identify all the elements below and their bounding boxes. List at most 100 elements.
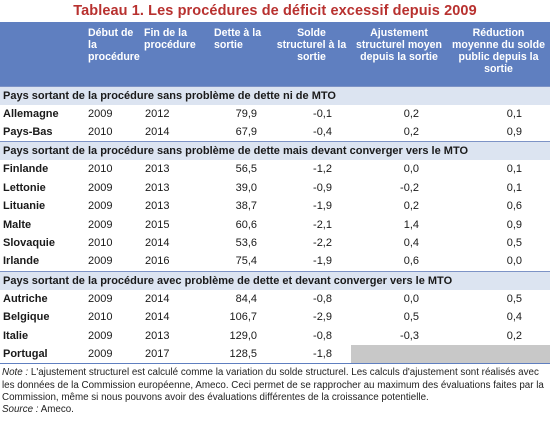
- country-name: Autriche: [3, 292, 48, 305]
- section-label: Pays sortant de la procédure sans problè…: [0, 141, 550, 161]
- edp-table: Début de la procédure Fin de la procédur…: [0, 22, 550, 365]
- cell-fin: 2014: [145, 311, 170, 324]
- cell-reduction: 0,1: [506, 163, 522, 176]
- cell-ajustement: -0,2: [400, 181, 419, 194]
- header-solde: Solde structurel à la sortie: [272, 22, 351, 86]
- table-row: Malte 2009 2015 60,6 -2,1 1,4 0,9: [0, 215, 550, 233]
- cell-solde: -2,9: [313, 311, 332, 324]
- cell-fin: 2015: [145, 218, 170, 231]
- cell-reduction: 0,2: [506, 329, 522, 342]
- table-note: Note : L'ajustement structurel est calcu…: [0, 367, 550, 417]
- cell-debut: 2010: [88, 126, 113, 139]
- country-name: Lituanie: [3, 200, 46, 213]
- country-name: Portugal: [0, 344, 86, 365]
- note-label: Note :: [2, 367, 29, 379]
- cell-fin: 2014: [145, 292, 170, 305]
- cell-ajustement: 0,2: [403, 107, 419, 120]
- cell-solde: -0,8: [313, 292, 332, 305]
- cell-reduction: 0,1: [506, 107, 522, 120]
- cell-solde: -0,9: [313, 181, 332, 194]
- table-row: Finlande 2010 2013 56,5 -1,2 0,0 0,1: [0, 160, 550, 178]
- table-row: Pays-Bas 2010 2014 67,9 -0,4 0,2 0,9: [0, 123, 550, 142]
- cell-reduction: 0,9: [506, 218, 522, 231]
- cell-solde: -0,1: [313, 107, 332, 120]
- cell-reduction: 0,0: [506, 255, 522, 268]
- section-row: Pays sortant de la procédure sans problè…: [0, 141, 550, 161]
- cell-reduction: 0,1: [506, 181, 522, 194]
- country-name: Allemagne: [3, 107, 59, 120]
- cell-dette: 53,6: [235, 237, 257, 250]
- header-debut: Début de la procédure: [86, 22, 142, 86]
- cell-dette: 84,4: [235, 292, 257, 305]
- cell-reduction: 0,6: [506, 200, 522, 213]
- source-text: Ameco.: [40, 404, 74, 416]
- section-label: Pays sortant de la procédure sans problè…: [0, 85, 550, 105]
- cell-fin: 2013: [145, 181, 170, 194]
- cell-fin: 2016: [145, 255, 170, 268]
- table-row: Lettonie 2009 2013 39,0 -0,9 -0,2 0,1: [0, 179, 550, 197]
- header-dette: Dette à la sortie: [200, 22, 272, 86]
- cell-dette: 39,0: [235, 181, 257, 194]
- table-row: Slovaquie 2010 2014 53,6 -2,2 0,4 0,5: [0, 234, 550, 252]
- cell-fin: 2014: [145, 237, 170, 250]
- note-text: L'ajustement structurel est calculé comm…: [2, 367, 544, 403]
- table-row: Lituanie 2009 2013 38,7 -1,9 0,2 0,6: [0, 197, 550, 215]
- cell-ajustement: 0,2: [403, 200, 419, 213]
- cell-dette: 60,6: [235, 218, 257, 231]
- cell-ajustement: 1,4: [403, 218, 419, 231]
- country-name: Malte: [3, 218, 32, 231]
- cell-fin: 2012: [145, 107, 170, 120]
- section-row: Pays sortant de la procédure sans problè…: [0, 85, 550, 105]
- cell-dette: 106,7: [229, 311, 257, 324]
- table-body: Pays sortant de la procédure sans problè…: [0, 85, 550, 365]
- cell-debut: 2010: [88, 163, 113, 176]
- cell-ajustement: 0,0: [403, 292, 419, 305]
- source-label: Source :: [2, 404, 39, 416]
- country-name: Irlande: [3, 255, 40, 268]
- cell-solde: -1,8: [272, 344, 351, 365]
- country-name: Italie: [3, 329, 29, 342]
- header-row: Début de la procédure Fin de la procédur…: [0, 22, 550, 86]
- cell-debut: 2009: [88, 200, 113, 213]
- cell-reduction: 0,4: [506, 311, 522, 324]
- cell-solde: -1,2: [313, 163, 332, 176]
- country-name: Belgique: [3, 311, 50, 324]
- section-row: Pays sortant de la procédure avec problè…: [0, 270, 550, 290]
- cell-fin: 2017: [142, 344, 200, 365]
- cell-debut: 2010: [88, 311, 113, 324]
- cell-fin: 2013: [145, 200, 170, 213]
- country-name: Lettonie: [3, 181, 46, 194]
- table-row: Autriche 2009 2014 84,4 -0,8 0,0 0,5: [0, 290, 550, 308]
- cell-dette: 129,0: [229, 329, 257, 342]
- header-country: [0, 22, 86, 86]
- cell-ajustement: 0,4: [403, 237, 419, 250]
- cell-dette: 128,5: [200, 344, 272, 365]
- cell-fin: 2013: [145, 163, 170, 176]
- country-name: Finlande: [3, 163, 49, 176]
- cell-dette: 56,5: [235, 163, 257, 176]
- cell-debut: 2009: [86, 344, 142, 365]
- cell-debut: 2009: [88, 218, 113, 231]
- cell-ajustement: -0,3: [400, 329, 419, 342]
- cell-debut: 2009: [88, 107, 113, 120]
- cell-reduction: 0,5: [506, 292, 522, 305]
- cell-dette: 79,9: [235, 107, 257, 120]
- header-reduction: Réduction moyenne du solde public depuis…: [447, 22, 550, 86]
- table-title: Tableau 1. Les procédures de déficit exc…: [73, 3, 477, 19]
- cell-dette: 38,7: [235, 200, 257, 213]
- cell-fin: 2014: [145, 126, 170, 139]
- table-row: Belgique 2010 2014 106,7 -2,9 0,5 0,4: [0, 308, 550, 326]
- country-name: Slovaquie: [3, 237, 55, 250]
- table-row: Italie 2009 2013 129,0 -0,8 -0,3 0,2: [0, 326, 550, 344]
- cell-solde: -1,9: [313, 255, 332, 268]
- cell-solde: -2,1: [313, 218, 332, 231]
- cell-dette: 67,9: [235, 126, 257, 139]
- header-fin: Fin de la procédure: [142, 22, 200, 86]
- cell-ajustement: 0,5: [403, 311, 419, 324]
- cell-solde: -1,9: [313, 200, 332, 213]
- cell-debut: 2009: [88, 329, 113, 342]
- table-row: Allemagne 2009 2012 79,9 -0,1 0,2 0,1: [0, 105, 550, 123]
- cell-debut: 2009: [88, 292, 113, 305]
- cell-debut: 2009: [88, 255, 113, 268]
- table-row: Irlande 2009 2016 75,4 -1,9 0,6 0,0: [0, 252, 550, 271]
